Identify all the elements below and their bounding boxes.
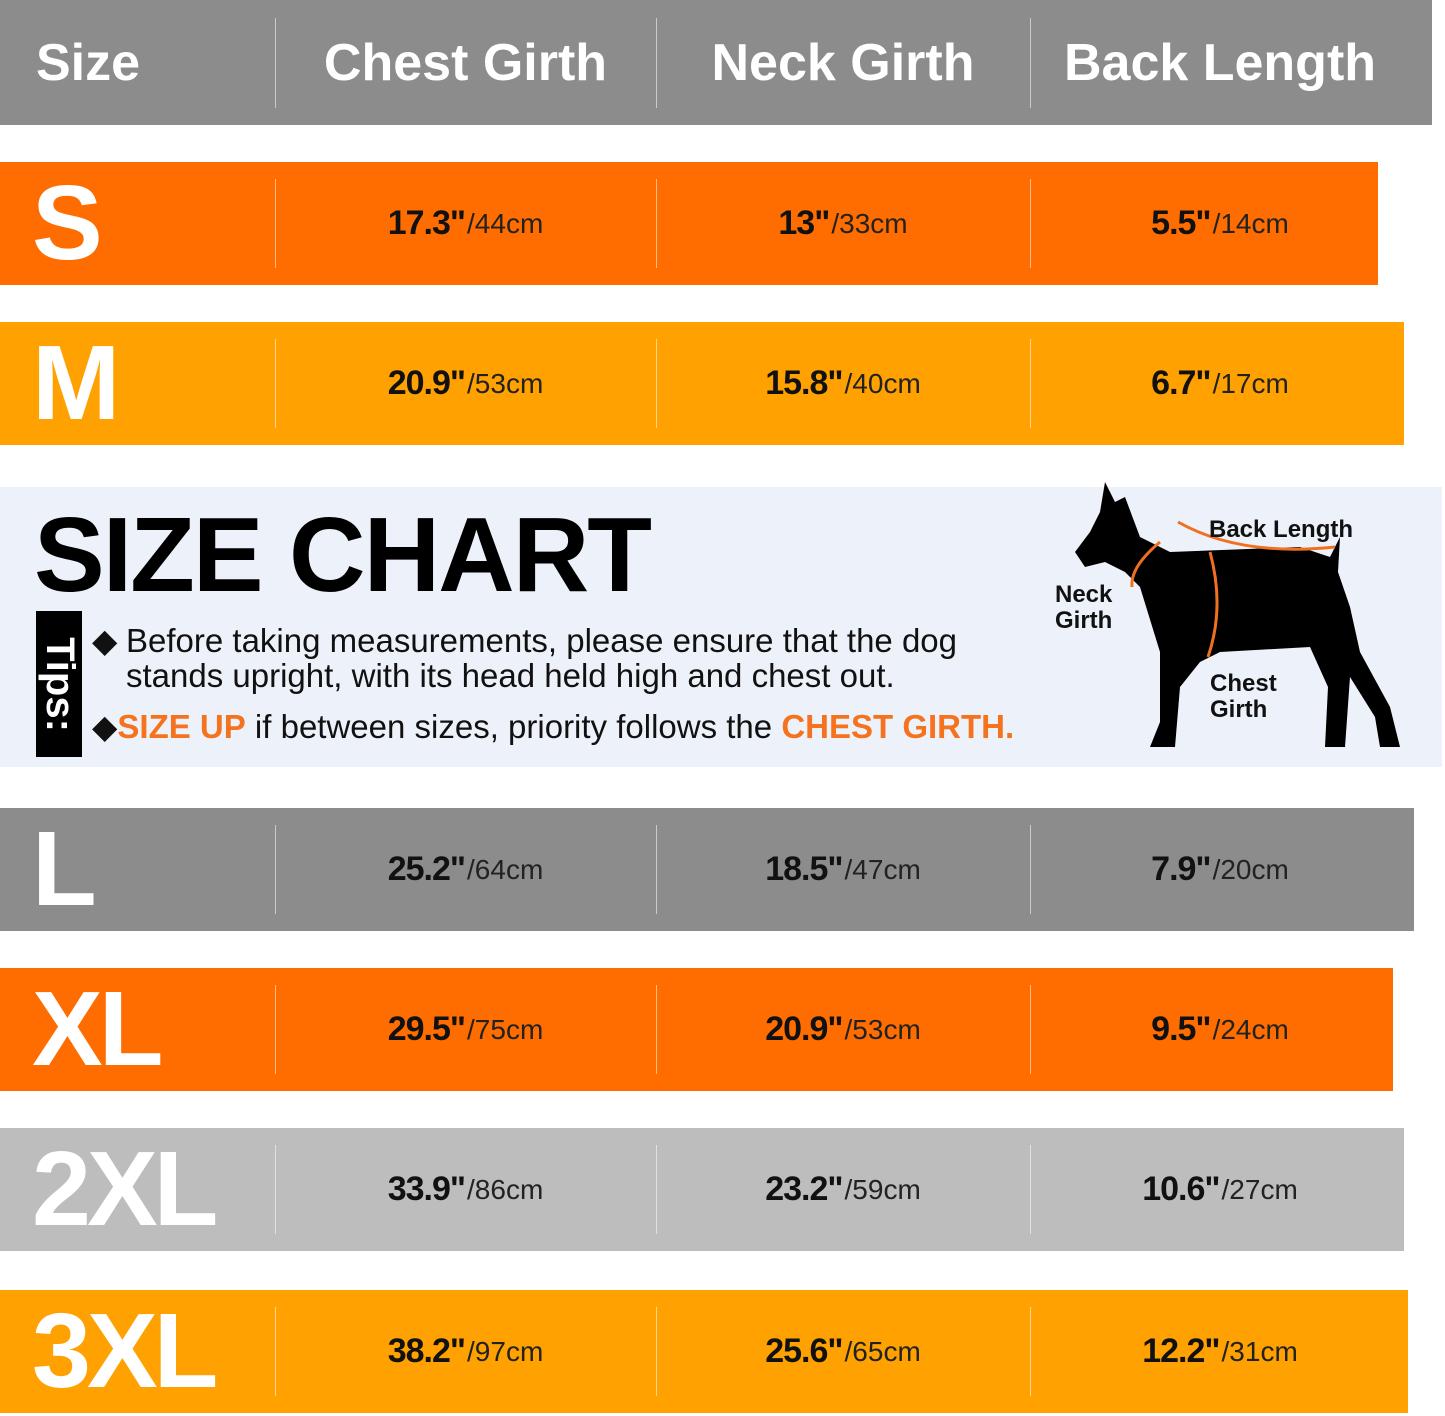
tip-2: ◆SIZE UP if between sizes, priority foll…: [92, 708, 1015, 745]
back-value: 9.5"/24cm: [1151, 1010, 1289, 1048]
divider: [656, 825, 657, 914]
size-row-3xl: 3XL 38.2"/97cm 25.6"/65cm 12.2"/31cm: [0, 1290, 1408, 1413]
label-back-length: Back Length: [1209, 516, 1354, 543]
back-value: 12.2"/31cm: [1142, 1332, 1298, 1370]
neck-value: 23.2"/59cm: [765, 1170, 921, 1208]
divider: [1030, 339, 1031, 428]
divider: [275, 825, 276, 914]
chest-value: 33.9"/86cm: [387, 1170, 544, 1208]
divider: [656, 1307, 657, 1396]
neck-value: 15.8"/40cm: [765, 364, 921, 402]
neck-value: 25.6"/65cm: [765, 1332, 921, 1370]
header-neck-girth: Neck Girth: [711, 33, 975, 92]
chest-value: 38.2"/97cm: [387, 1332, 544, 1370]
size-row-l: L 25.2"/64cm 18.5"/47cm 7.9"/20cm: [0, 808, 1414, 931]
divider: [656, 339, 657, 428]
neck-value: 20.9"/53cm: [765, 1010, 921, 1048]
chest-value: 29.5"/75cm: [387, 1010, 544, 1048]
chest-value: 20.9"/53cm: [387, 364, 544, 402]
divider: [275, 339, 276, 428]
back-value: 5.5"/14cm: [1151, 204, 1289, 242]
dog-silhouette-icon: [1075, 482, 1400, 747]
header-back-length: Back Length: [1063, 33, 1377, 92]
chest-value: 17.3"/44cm: [387, 204, 544, 242]
size-row-2xl: 2XL 33.9"/86cm 23.2"/59cm 10.6"/27cm: [0, 1128, 1404, 1251]
header-chest-girth: Chest Girth: [323, 33, 608, 92]
divider: [1030, 1145, 1031, 1234]
size-chart-panel: SIZE CHART Tips: ◆ Before taking measure…: [0, 482, 1442, 767]
back-value: 7.9"/20cm: [1151, 850, 1289, 888]
neck-value: 13"/33cm: [778, 204, 908, 242]
divider: [656, 985, 657, 1074]
divider: [275, 985, 276, 1074]
tip-1: ◆ Before taking measurements, please ens…: [92, 622, 958, 694]
size-label: S: [32, 164, 103, 282]
label-chest-girth: Chest Girth: [1210, 670, 1277, 723]
back-value: 10.6"/27cm: [1142, 1170, 1298, 1208]
back-value: 6.7"/17cm: [1151, 364, 1289, 402]
divider: [656, 179, 657, 268]
tips-label: Tips:: [36, 611, 82, 757]
divider: [275, 1145, 276, 1234]
label-neck-girth: Neck Girth: [1055, 581, 1113, 634]
size-row-m: M 20.9"/53cm 15.8"/40cm 6.7"/17cm: [0, 322, 1404, 445]
bullet-icon: ◆: [92, 622, 118, 659]
table-header: Size Chest Girth Neck Girth Back Length: [0, 0, 1432, 125]
header-size: Size: [36, 33, 141, 92]
size-row-s: S 17.3"/44cm 13"/33cm 5.5"/14cm: [0, 162, 1378, 285]
size-label: M: [32, 324, 120, 442]
chest-value: 25.2"/64cm: [387, 850, 544, 888]
bullet-icon: ◆: [92, 708, 118, 745]
size-label: XL: [32, 970, 163, 1088]
divider: [1030, 1307, 1031, 1396]
divider: [1030, 179, 1031, 268]
divider: [275, 1307, 276, 1396]
divider: [275, 179, 276, 268]
size-row-xl: XL 29.5"/75cm 20.9"/53cm 9.5"/24cm: [0, 968, 1393, 1091]
panel-title: SIZE CHART: [34, 496, 652, 614]
divider: [1030, 985, 1031, 1074]
divider: [656, 1145, 657, 1234]
neck-value: 18.5"/47cm: [765, 850, 921, 888]
divider: [1030, 825, 1031, 914]
size-label: 3XL: [32, 1292, 218, 1410]
size-label: 2XL: [32, 1130, 218, 1248]
size-label: L: [32, 810, 97, 928]
